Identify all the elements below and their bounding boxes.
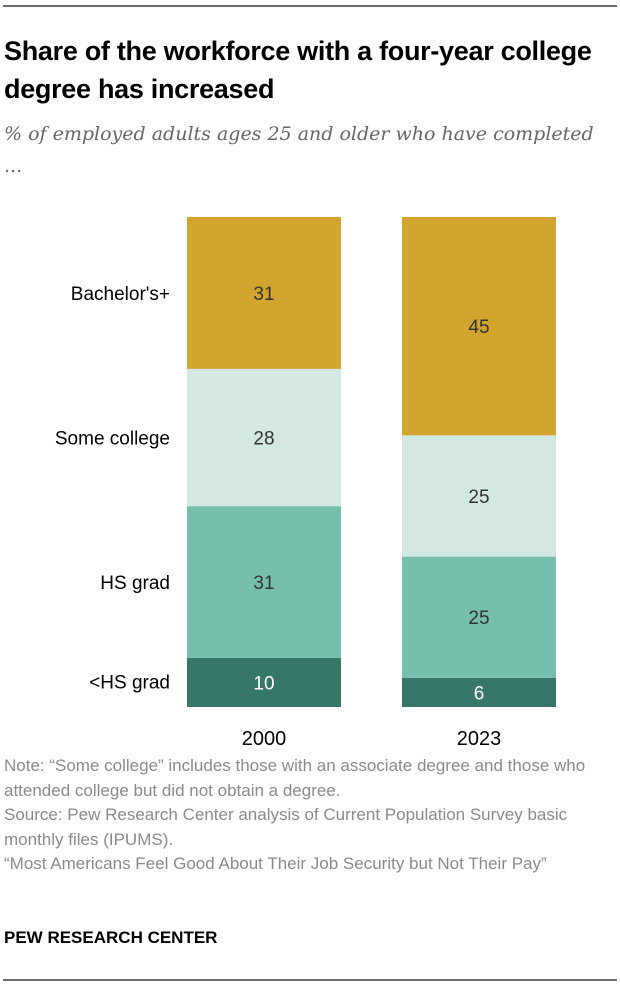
bottom-rule: [3, 979, 617, 981]
stacked-bar-chart: 10 <HS grad 31 HS grad 28 Some college 31 Bache…: [55, 217, 556, 750]
data-label: 45: [468, 317, 489, 338]
data-label: 31: [253, 573, 274, 594]
data-label: 28: [253, 429, 274, 450]
bar-segment: [402, 217, 556, 436]
data-label: 25: [468, 608, 489, 629]
data-label: 10: [253, 674, 274, 695]
legend-label: Some college: [55, 429, 170, 450]
bar-segment: [402, 435, 556, 557]
note-text: Note: “Some college” includes those with…: [4, 756, 586, 800]
legend-label: <HS grad: [89, 673, 170, 694]
bar-segment: [187, 368, 341, 507]
bar-segment: [402, 677, 556, 707]
brand-logo-text: PEW RESEARCH CENTER: [4, 928, 218, 947]
chart-subtitle: % of employed adults ages 25 and older w…: [4, 123, 594, 177]
notes: Note: “Some college” includes those with…: [4, 754, 614, 877]
x-tick-label: 2000: [242, 728, 287, 750]
source-text: Source: Pew Research Center analysis of …: [4, 805, 568, 849]
chart-title: Share of the workforce with a four-year …: [4, 36, 592, 104]
data-label: 31: [253, 284, 274, 305]
bar-segment: [187, 658, 341, 707]
data-label: 25: [468, 487, 489, 508]
bar-segment: [187, 506, 341, 658]
top-rule: [3, 5, 617, 7]
data-label: 6: [474, 683, 485, 704]
legend-label: Bachelor's+: [71, 284, 170, 305]
x-tick-label: 2023: [457, 728, 502, 750]
legend-label: HS grad: [100, 573, 170, 594]
report-title: “Most Americans Feel Good About Their Jo…: [4, 854, 547, 873]
bar-segment: [402, 556, 556, 678]
bar-segment: [187, 217, 341, 369]
